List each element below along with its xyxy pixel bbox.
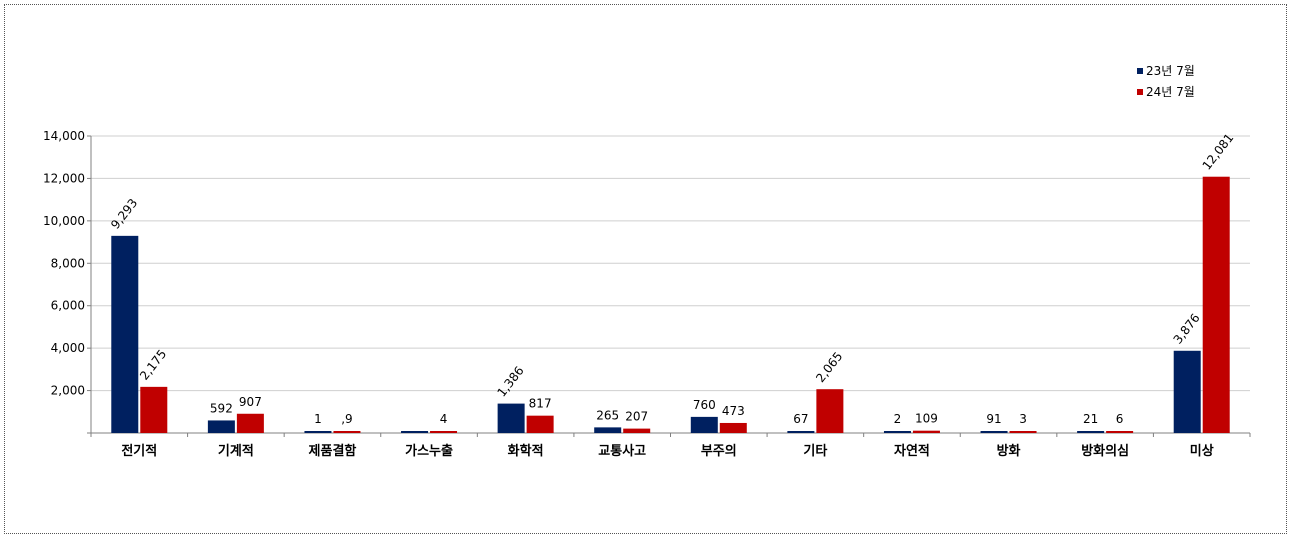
legend-swatch (1137, 89, 1143, 95)
legend: 23년 7월 24년 7월 (1137, 64, 1195, 99)
bar-series1 (401, 431, 429, 433)
data-label: 67 (793, 412, 808, 426)
x-category-label: 화학적 (508, 443, 544, 459)
data-label: 3,876 (1171, 311, 1203, 347)
legend-swatch (1137, 68, 1143, 74)
y-tick-label: 6,000 (51, 299, 85, 313)
x-category-label: 기계적 (218, 443, 254, 459)
data-label: 2 (894, 412, 902, 426)
data-label: 4 (440, 412, 448, 426)
bar-series2 (430, 431, 458, 433)
bar-series2 (816, 389, 844, 433)
y-tick-label: 14,000 (43, 129, 85, 143)
x-category-label: 전기적 (121, 443, 157, 459)
data-label: 1 (314, 412, 322, 426)
data-label: 9,293 (108, 196, 140, 232)
data-label: 907 (239, 395, 262, 409)
y-axis-ticks: 2,000 4,000 6,000 8,000 10,000 12,000 14,000 (43, 129, 1250, 434)
data-label: 817 (529, 397, 552, 411)
data-label: 592 (210, 401, 233, 415)
x-category-label: 방화 (997, 443, 1021, 459)
y-tick-label: 12,000 (43, 171, 85, 185)
bar-series1 (690, 416, 718, 433)
x-category-label: 제품결함 (309, 443, 357, 459)
bar-series1 (304, 431, 332, 433)
bar-series2 (1202, 176, 1230, 434)
bar-series1 (1173, 350, 1201, 433)
chart-frame (4, 4, 1287, 534)
bar-series2 (1009, 431, 1037, 433)
data-label: 1,386 (494, 364, 526, 400)
x-category-label: 가스누출 (405, 443, 453, 459)
x-category-label: 부주의 (701, 443, 737, 459)
data-label: 473 (722, 404, 745, 418)
x-category-label: 교통사고 (598, 443, 646, 459)
gridlines (91, 135, 1250, 392)
bar-series1 (207, 420, 235, 433)
bar-series2 (623, 428, 651, 433)
bar-series2 (140, 386, 168, 433)
data-label: 12,081 (1200, 131, 1237, 173)
bars (111, 176, 1230, 434)
data-label: 760 (693, 398, 716, 412)
data-label: 265 (596, 408, 619, 422)
bar-series2 (236, 413, 264, 433)
y-tick-label: 4,000 (51, 341, 85, 355)
bar-series1 (1077, 431, 1105, 433)
x-category-label: 미상 (1190, 443, 1214, 459)
x-category-label: 방화의심 (1081, 443, 1129, 459)
data-label: ,9 (341, 412, 352, 426)
y-tick-label: 8,000 (51, 256, 85, 270)
legend-label: 23년 7월 (1146, 64, 1195, 78)
data-label: 21 (1083, 412, 1098, 426)
legend-label: 24년 7월 (1146, 85, 1195, 99)
x-axis-categories: 전기적 기계적 제품결함 가스누출 화학적 교통사고 부주의 기타 자연적 방화 방화의심 미상 (90, 433, 1251, 459)
bar-series2 (526, 415, 554, 433)
bar-series1 (883, 431, 911, 433)
bar-series1 (594, 427, 622, 433)
data-label: 91 (986, 412, 1001, 426)
data-label: 3 (1019, 412, 1027, 426)
bar-series1 (787, 431, 815, 433)
bar-series1 (497, 403, 525, 433)
data-label: 207 (625, 410, 648, 424)
data-label: 109 (915, 412, 938, 426)
bar-series2 (912, 430, 940, 433)
data-label: 2,175 (137, 347, 169, 383)
data-label: 6 (1116, 412, 1124, 426)
bar-series1 (111, 235, 139, 433)
bar-series1 (980, 431, 1008, 433)
bar-series2 (333, 431, 361, 433)
x-category-label: 자연적 (894, 443, 930, 459)
x-category-label: 기타 (803, 443, 827, 459)
bar-series2 (719, 422, 747, 433)
bar-series2 (1106, 431, 1134, 433)
y-tick-label: 10,000 (43, 214, 85, 228)
y-tick-label: 2,000 (51, 384, 85, 398)
data-label: 2,065 (813, 349, 845, 385)
